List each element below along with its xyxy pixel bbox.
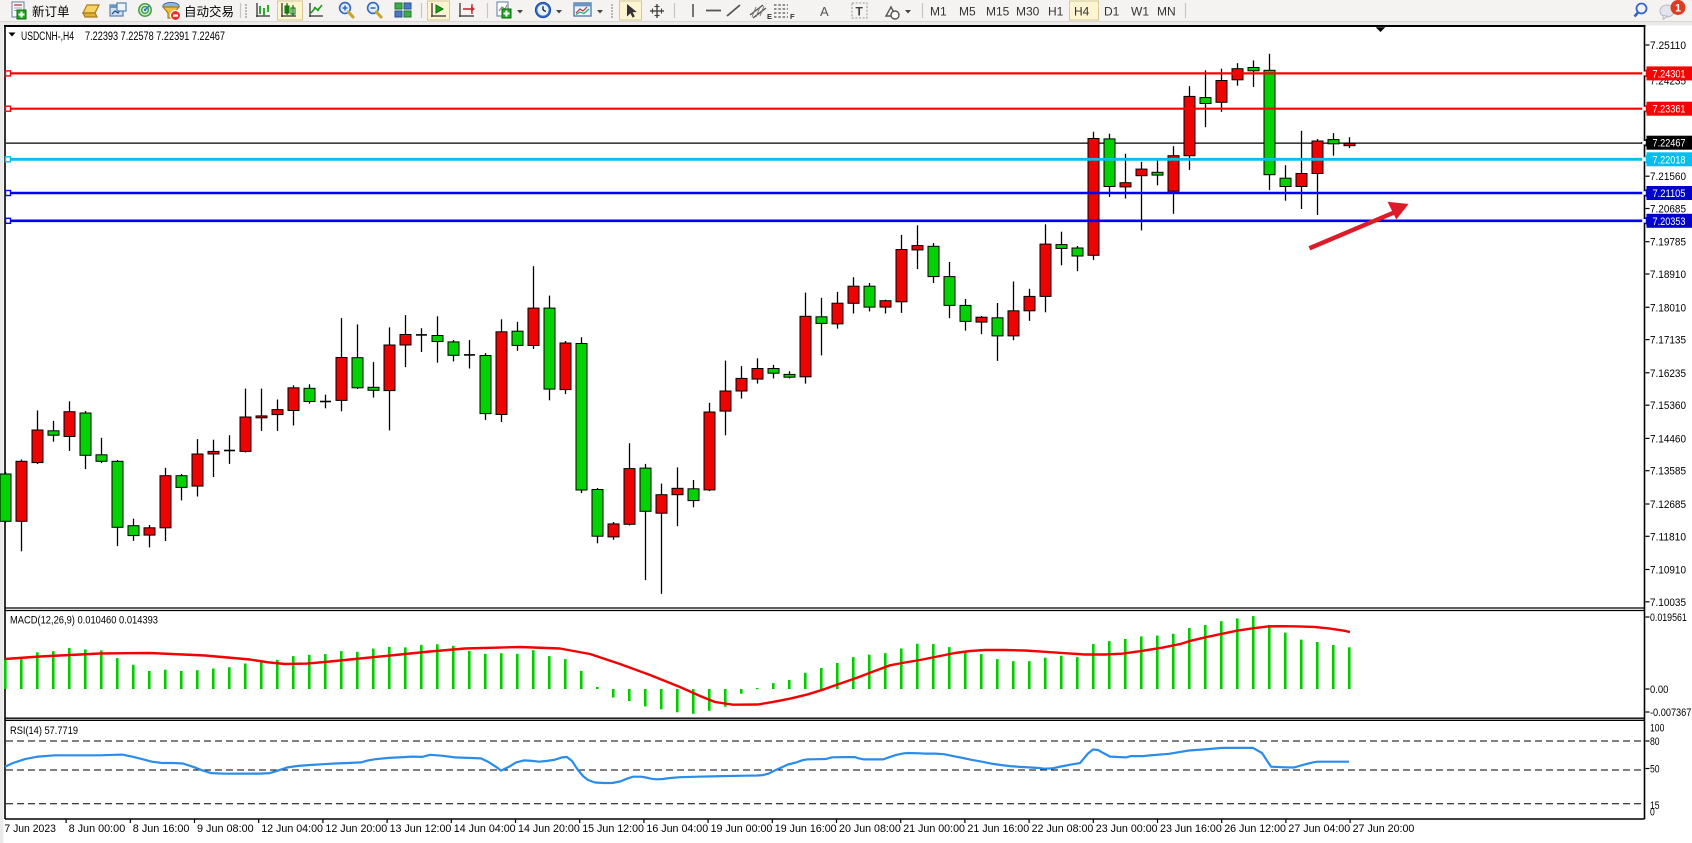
svg-text:23 Jun 16:00: 23 Jun 16:00: [1160, 823, 1222, 835]
svg-text:M1: M1: [930, 5, 947, 19]
svg-text:9 Jun 08:00: 9 Jun 08:00: [197, 823, 254, 835]
svg-text:7.19785: 7.19785: [1650, 237, 1686, 249]
svg-text:16 Jun 04:00: 16 Jun 04:00: [646, 823, 708, 835]
svg-text:MACD(12,26,9) 0.010460 0.01439: MACD(12,26,9) 0.010460 0.014393: [10, 615, 158, 627]
svg-text:7.16235: 7.16235: [1650, 368, 1686, 380]
svg-text:80: 80: [1650, 736, 1660, 748]
svg-text:A: A: [820, 4, 829, 19]
svg-text:E: E: [767, 12, 772, 21]
svg-text:RSI(14) 57.7719: RSI(14) 57.7719: [10, 725, 78, 737]
svg-text:13 Jun 12:00: 13 Jun 12:00: [390, 823, 452, 835]
svg-text:15 Jun 12:00: 15 Jun 12:00: [582, 823, 644, 835]
svg-text:7.25110: 7.25110: [1650, 40, 1686, 52]
svg-text:7.11810: 7.11810: [1650, 531, 1686, 543]
svg-text:0: 0: [1650, 807, 1655, 819]
svg-text:MN: MN: [1157, 5, 1176, 19]
svg-text:22 Jun 08:00: 22 Jun 08:00: [1032, 823, 1094, 835]
svg-text:7.22018: 7.22018: [1653, 154, 1686, 166]
svg-text:0.019561: 0.019561: [1650, 612, 1687, 624]
svg-text:19 Jun 16:00: 19 Jun 16:00: [775, 823, 837, 835]
svg-text:50: 50: [1650, 764, 1660, 776]
svg-text:27 Jun 04:00: 27 Jun 04:00: [1288, 823, 1350, 835]
svg-text:M15: M15: [986, 5, 1010, 19]
svg-text:7.22393 7.22578 7.22391 7.2246: 7.22393 7.22578 7.22391 7.22467: [85, 31, 225, 43]
svg-text:M5: M5: [959, 5, 976, 19]
svg-text:14 Jun 20:00: 14 Jun 20:00: [518, 823, 580, 835]
svg-text:7.18010: 7.18010: [1650, 302, 1686, 314]
svg-text:7.21560: 7.21560: [1650, 171, 1686, 183]
svg-text:21 Jun 16:00: 21 Jun 16:00: [967, 823, 1029, 835]
svg-text:7.12685: 7.12685: [1650, 499, 1686, 511]
svg-text:7.13585: 7.13585: [1650, 466, 1686, 478]
svg-text:27 Jun 20:00: 27 Jun 20:00: [1353, 823, 1415, 835]
svg-text:7.18910: 7.18910: [1650, 269, 1686, 281]
svg-text:H1: H1: [1048, 5, 1064, 19]
svg-text:T: T: [856, 5, 864, 19]
svg-text:14 Jun 04:00: 14 Jun 04:00: [454, 823, 516, 835]
svg-text:7.24301: 7.24301: [1653, 68, 1686, 80]
svg-text:7.15360: 7.15360: [1650, 400, 1686, 412]
svg-text:USDCNH-,H4: USDCNH-,H4: [21, 31, 74, 43]
svg-text:7.20353: 7.20353: [1653, 216, 1686, 228]
svg-text:7.10035: 7.10035: [1650, 597, 1686, 609]
svg-text:H4: H4: [1074, 5, 1090, 19]
svg-text:新订单: 新订单: [32, 4, 70, 19]
svg-text:21 Jun 00:00: 21 Jun 00:00: [903, 823, 965, 835]
svg-text:自动交易: 自动交易: [184, 4, 234, 19]
svg-text:1: 1: [1675, 3, 1681, 15]
svg-text:100: 100: [1650, 723, 1664, 735]
svg-text:7.20685: 7.20685: [1650, 204, 1686, 216]
svg-text:23 Jun 00:00: 23 Jun 00:00: [1096, 823, 1158, 835]
svg-text:15: 15: [1650, 800, 1660, 812]
svg-text:26 Jun 12:00: 26 Jun 12:00: [1224, 823, 1286, 835]
svg-text:7.10910: 7.10910: [1650, 565, 1686, 577]
svg-text:12 Jun 04:00: 12 Jun 04:00: [261, 823, 323, 835]
svg-text:7.17135: 7.17135: [1650, 335, 1686, 347]
svg-text:19 Jun 00:00: 19 Jun 00:00: [711, 823, 773, 835]
svg-text:7.14460: 7.14460: [1650, 433, 1686, 445]
svg-text:M30: M30: [1016, 5, 1040, 19]
svg-text:-0.007367: -0.007367: [1650, 707, 1691, 719]
svg-text:D1: D1: [1104, 5, 1120, 19]
svg-text:12 Jun 20:00: 12 Jun 20:00: [325, 823, 387, 835]
svg-text:7.21105: 7.21105: [1653, 188, 1686, 200]
svg-text:7.22467: 7.22467: [1653, 138, 1686, 150]
svg-text:F: F: [790, 12, 795, 21]
svg-text:20 Jun 08:00: 20 Jun 08:00: [839, 823, 901, 835]
svg-text:7 Jun 2023: 7 Jun 2023: [4, 823, 56, 835]
svg-text:8 Jun 16:00: 8 Jun 16:00: [133, 823, 190, 835]
svg-text:W1: W1: [1131, 5, 1149, 19]
svg-text:0.00: 0.00: [1650, 684, 1668, 696]
svg-text:8 Jun 00:00: 8 Jun 00:00: [69, 823, 126, 835]
svg-text:7.23361: 7.23361: [1653, 104, 1686, 116]
